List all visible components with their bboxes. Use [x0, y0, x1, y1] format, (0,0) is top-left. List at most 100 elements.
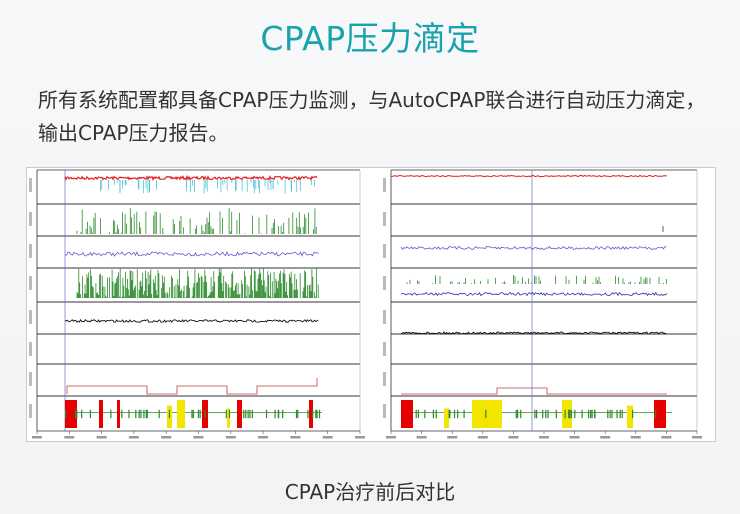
after-stage-tick-0 — [432, 409, 434, 419]
after-stage-tick-27 — [588, 409, 590, 419]
after-time-label-3 — [477, 436, 488, 439]
after-stage-tick-29 — [449, 409, 451, 419]
after-pressure-trace — [401, 387, 667, 395]
after-channel-label-2 — [383, 244, 386, 258]
before-black-trace — [64, 318, 319, 324]
after-stage-tick-6 — [545, 409, 547, 419]
before-stage-tick-23 — [225, 409, 227, 419]
before-stage-block-4 — [177, 400, 185, 428]
before-stage-tick-28 — [65, 409, 67, 419]
before-channel-label-6 — [29, 372, 32, 386]
after-stage-tick-7 — [564, 409, 566, 419]
after-stage-tick-2 — [435, 409, 437, 419]
after-channel-label-4 — [383, 310, 386, 324]
before-stage-tick-8 — [81, 409, 83, 419]
before-time-label-0 — [32, 436, 42, 439]
before-time-label-3 — [128, 436, 139, 439]
comparison-chart-svg — [29, 169, 702, 439]
before-stage-tick-33 — [76, 409, 78, 419]
before-channel-label-1 — [29, 212, 32, 226]
before-stage-tick-16 — [143, 409, 145, 419]
before-stage-tick-0 — [295, 409, 298, 419]
after-stage-tick-21 — [520, 409, 522, 419]
after-channel-label-6 — [383, 372, 386, 386]
comparison-figure — [26, 167, 716, 442]
after-stage-tick-19 — [594, 409, 596, 419]
after-stage-tick-15 — [417, 409, 419, 419]
after-stage-tick-10 — [655, 409, 657, 419]
before-stage-tick-2 — [140, 409, 142, 419]
before-time-label-6 — [225, 436, 236, 439]
before-stage-tick-20 — [228, 409, 231, 419]
before-time-label-8 — [290, 436, 301, 439]
after-stage-tick-16 — [616, 409, 618, 419]
before-channel-label-5 — [29, 342, 32, 356]
after-green-spikes — [406, 274, 667, 284]
before-channel-label-3 — [29, 276, 32, 290]
before-stage-tick-5 — [204, 409, 206, 419]
after-time-label-5 — [539, 436, 549, 439]
after-stage-tick-38 — [590, 409, 592, 419]
before-stage-block-8 — [309, 400, 313, 428]
before-stage-tick-21 — [318, 409, 321, 419]
before-time-label-1 — [64, 436, 75, 439]
before-stage-tick-6 — [247, 409, 249, 419]
before-pressure-trace — [66, 378, 318, 395]
before-time-label-2 — [96, 436, 107, 439]
after-channel-label-7 — [383, 404, 386, 418]
after-stage-tick-31 — [542, 409, 544, 419]
after-time-label-6 — [569, 436, 580, 439]
after-stage-tick-18 — [607, 409, 609, 419]
before-stage-tick-24 — [89, 409, 92, 419]
after-time-label-9 — [661, 436, 672, 439]
after-stage-tick-22 — [581, 409, 583, 419]
before-stage-tick-32 — [135, 409, 137, 419]
before-stage-tick-13 — [312, 409, 314, 419]
after-stage-block-0 — [401, 400, 413, 428]
before-channel-label-4 — [29, 310, 32, 324]
before-spo2-trace — [64, 174, 318, 182]
before-stage-tick-7 — [265, 409, 268, 419]
before-stage-tick-3 — [251, 409, 253, 419]
before-green-spikes-1 — [76, 208, 317, 234]
figure-caption: CPAP治疗前后对比 — [284, 480, 456, 504]
before-stage-tick-31 — [249, 409, 251, 419]
after-stage-tick-32 — [535, 409, 538, 419]
before-time-label-4 — [161, 436, 172, 439]
before-stage-tick-34 — [199, 409, 201, 419]
before-stage-tick-27 — [158, 409, 160, 419]
before-stage-tick-37 — [74, 409, 77, 419]
after-time-label-0 — [386, 436, 396, 439]
after-stage-tick-17 — [534, 409, 536, 419]
after-time-label-2 — [447, 436, 458, 439]
before-stage-tick-26 — [307, 409, 309, 419]
before-stage-tick-35 — [197, 409, 200, 419]
after-time-label-10 — [692, 436, 702, 439]
after-stage-tick-34 — [415, 409, 417, 419]
after-channel-label-3 — [383, 276, 386, 290]
before-purple-trace — [64, 250, 319, 257]
after-channel-label-0 — [383, 178, 386, 192]
after-stage-tick-25 — [457, 409, 459, 419]
after-stage-block-4 — [627, 405, 633, 428]
before-stage-tick-30 — [128, 409, 130, 419]
after-stage-tick-13 — [591, 409, 593, 419]
before-time-label-10 — [355, 436, 365, 439]
after-time-label-8 — [630, 436, 641, 439]
after-blue-trace — [400, 291, 668, 297]
before-stage-block-1 — [99, 400, 103, 428]
after-stage-tick-8 — [621, 409, 623, 419]
before-stage-tick-39 — [277, 409, 279, 419]
after-stage-tick-24 — [569, 409, 571, 419]
after-purple-trace — [400, 245, 667, 251]
before-stage-tick-36 — [138, 409, 140, 419]
before-time-label-7 — [258, 436, 269, 439]
after-stage-block-3 — [562, 400, 572, 428]
after-stage-tick-9 — [609, 409, 611, 419]
before-stage-block-0 — [65, 400, 77, 428]
before-stage-tick-9 — [245, 409, 247, 419]
after-stage-tick-23 — [448, 409, 450, 419]
after-spo2-trace — [391, 174, 667, 178]
before-stage-tick-29 — [191, 409, 193, 419]
before-stage-tick-11 — [282, 409, 284, 419]
